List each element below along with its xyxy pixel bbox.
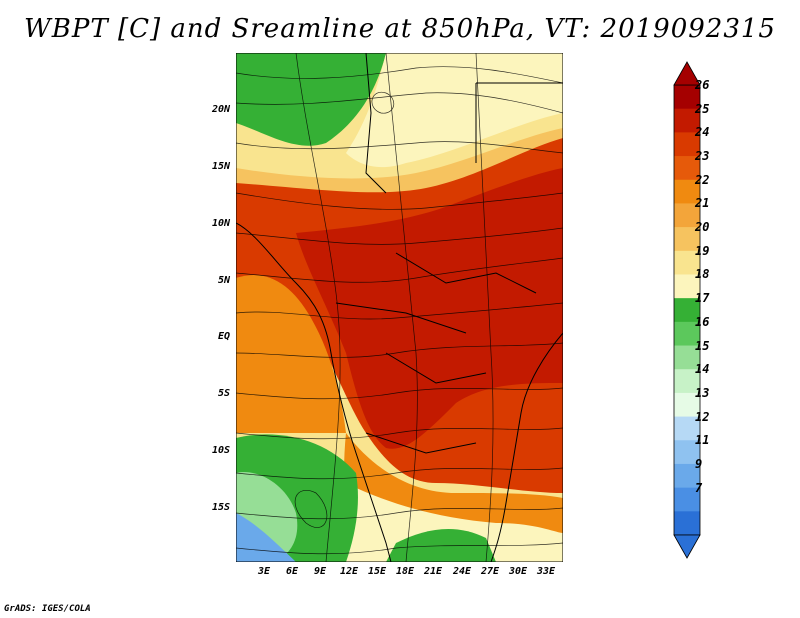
colorbar-segment [674,345,700,370]
colorbar-label: 23 [695,149,710,164]
credit-label: GrADS: IGES/COLA [4,604,91,614]
colorbar-segment [674,511,700,536]
x-tick-label: 30E [508,566,528,577]
wbpt-region-dark-red [296,168,563,449]
colorbar-label: 24 [695,125,710,140]
colorbar-segment [674,227,700,252]
y-tick-label: 20N [211,104,230,115]
map-title: WBPT [C] and Sreamline at 850hPa, VT: 20… [24,14,776,44]
y-tick-label: 5S [217,388,230,399]
colorbar-segment [674,298,700,323]
wbpt-map [236,53,563,562]
colorbar-segment [674,132,700,157]
colorbar-segment [674,250,700,275]
wbpt-region-pale-south [336,483,563,562]
coastline-borders [236,53,563,562]
colorbar-segment [674,321,700,347]
streamlines [236,53,563,562]
colorbar-segment [674,203,700,228]
colorbar-segment [674,108,700,133]
colorbar-segment [674,416,700,441]
colorbar-segment [674,274,700,299]
colorbar-label: 25 [695,101,710,116]
colorbar-label: 20 [695,220,710,235]
colorbar-label: 13 [695,385,710,400]
colorbar-segment [674,392,700,418]
colorbar-label: 12 [695,409,710,424]
y-tick-label: 5N [217,275,230,286]
wbpt-region-orange-west [236,274,346,433]
x-tick-label: 33E [536,566,556,577]
x-tick-label: 12E [339,566,359,577]
colorbar-label: 11 [695,433,710,448]
x-tick-label: 27E [480,566,500,577]
x-tick-label: 3E [257,566,271,577]
colorbar-bottom-arrow [673,534,701,559]
colorbar-segment [674,85,700,110]
colorbar-segment [674,179,700,204]
colorbar-label: 19 [695,243,710,258]
x-tick-label: 15E [367,566,387,577]
wbpt-region-green-south [386,528,496,562]
colorbar-label: 26 [695,78,710,92]
colorbar [673,61,701,559]
x-tick-label: 21E [423,566,443,577]
x-tick-label: 9E [313,566,327,577]
y-tick-label: 10N [211,218,230,229]
wbpt-region-green-north [236,53,386,146]
colorbar-label: 22 [695,172,710,187]
y-tick-label: 15S [211,502,230,513]
colorbar-segment [674,156,700,181]
colorbar-top-arrow [673,61,701,86]
x-tick-label: 18E [395,566,415,577]
colorbar-segment [674,369,700,394]
y-tick-label: 10S [211,445,230,456]
colorbar-label: 9 [695,456,703,471]
x-tick-label: 6E [285,566,299,577]
colorbar-label: 17 [695,291,710,306]
y-tick-label: 15N [211,161,230,172]
colorbar-segment [674,487,700,512]
wbpt-region-pale-north [346,53,563,168]
colorbar-segment [674,463,700,489]
colorbar-label: 14 [695,362,710,377]
colorbar-label: 18 [695,267,710,282]
colorbar-label: 16 [695,314,710,329]
y-tick-label: EQ [217,331,230,342]
x-tick-label: 24E [452,566,472,577]
colorbar-label: 7 [695,480,703,495]
colorbar-segment [674,440,700,465]
colorbar-label: 15 [695,338,710,353]
colorbar-label: 21 [695,196,710,211]
